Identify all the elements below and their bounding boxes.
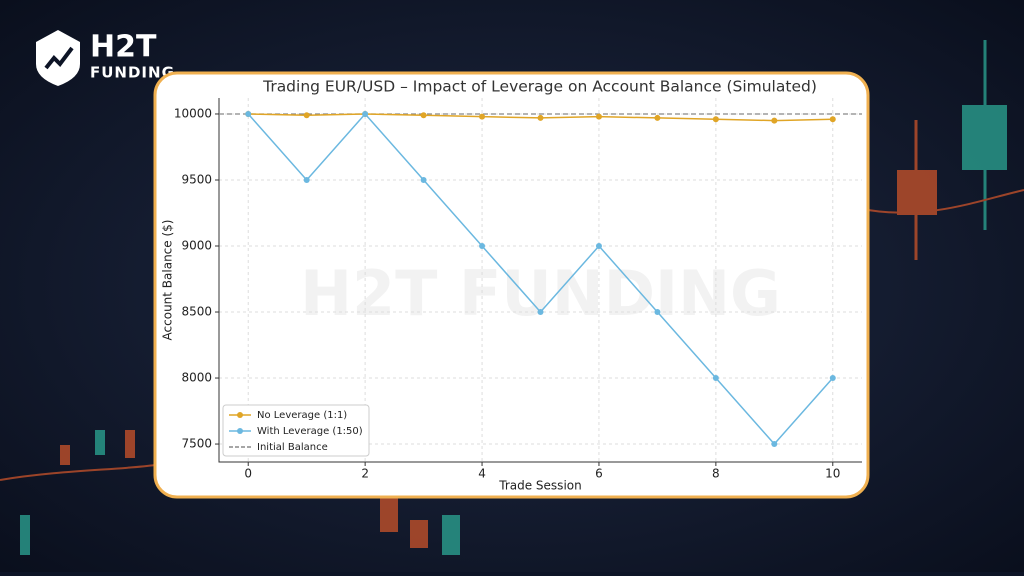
y-tick-label: 10000	[174, 106, 212, 120]
brand-name: H2T	[90, 30, 157, 65]
axes	[218, 98, 862, 463]
data-point	[654, 114, 661, 121]
legend-box	[222, 404, 370, 457]
y-tick-label: 9500	[181, 172, 212, 186]
legend-swatch-dot	[237, 428, 243, 434]
data-point	[595, 113, 602, 120]
watermark: H2T FUNDING	[300, 257, 781, 330]
y-tick-label: 8500	[181, 305, 212, 319]
data-point	[303, 112, 310, 119]
chart-card	[153, 71, 870, 499]
data-point	[829, 375, 836, 382]
data-point	[303, 176, 310, 183]
x-axis-label: Trade Session	[498, 479, 581, 493]
y-axis-label: Account Balance ($)	[161, 220, 175, 341]
y-tick-label: 9000	[181, 239, 212, 253]
data-point	[771, 441, 778, 448]
x-tick-label: 4	[478, 467, 486, 481]
y-tick-label: 8000	[181, 371, 212, 385]
legend-label: No Leverage (1:1)	[257, 410, 347, 421]
chart: H2T FUNDING Trading EUR/USD – Impact of L…	[161, 78, 862, 493]
data-point	[245, 110, 252, 117]
x-tick-label: 8	[712, 467, 720, 481]
data-point	[829, 116, 836, 123]
data-point	[712, 375, 719, 382]
data-point	[595, 243, 602, 250]
data-point	[420, 112, 427, 119]
data-point	[712, 116, 719, 123]
data-point	[654, 309, 661, 316]
x-tick-label: 0	[244, 467, 252, 481]
y-tick-label: 7500	[181, 437, 212, 451]
data-point	[420, 176, 427, 183]
x-tick-label: 6	[595, 467, 603, 481]
decor-candles	[0, 40, 1024, 555]
data-point	[479, 113, 486, 120]
legend-label: Initial Balance	[257, 442, 328, 453]
data-point	[537, 114, 544, 121]
brand-sub: FUNDING	[90, 64, 175, 82]
data-point	[771, 117, 778, 124]
data-point	[479, 243, 486, 250]
data-point	[362, 110, 369, 117]
legend-swatch-dot	[237, 412, 243, 418]
legend-label: With Leverage (1:50)	[257, 426, 363, 437]
chart-title: Trading EUR/USD – Impact of Leverage on …	[262, 78, 817, 96]
x-tick-label: 10	[825, 467, 840, 481]
x-tick-label: 2	[361, 467, 369, 481]
data-point	[537, 309, 544, 316]
logo: H2T FUNDING	[36, 30, 175, 86]
